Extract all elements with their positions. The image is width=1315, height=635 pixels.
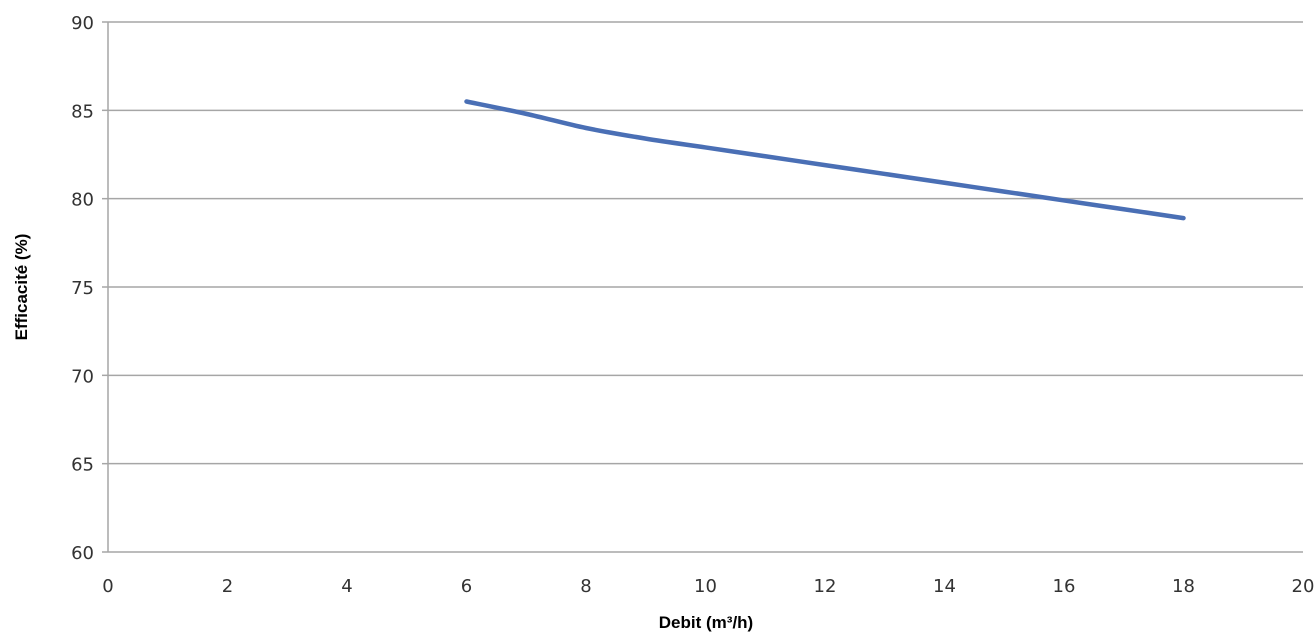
- x-tick-label-18: 18: [1172, 576, 1195, 597]
- series-layer: [464, 99, 1186, 221]
- x-tick-label-14: 14: [933, 576, 956, 597]
- y-tick-label-65: 65: [71, 455, 94, 476]
- x-tick-label-10: 10: [694, 576, 717, 597]
- y-tick-label-75: 75: [71, 278, 94, 299]
- x-axis-title: Debit (m³/h): [659, 613, 753, 632]
- x-tick-label-4: 4: [341, 576, 352, 597]
- y-tick-label-90: 90: [71, 13, 94, 34]
- axes: [102, 21, 109, 553]
- y-tick-label-70: 70: [71, 366, 94, 387]
- x-tick-label-0: 0: [102, 576, 113, 597]
- x-tick-label-16: 16: [1053, 576, 1076, 597]
- x-tick-label-20: 20: [1292, 576, 1315, 597]
- x-tick-label-6: 6: [461, 576, 472, 597]
- x-tick-label-2: 2: [222, 576, 233, 597]
- y-axis-title: Efficacité (%): [12, 234, 31, 341]
- y-tick-label-80: 80: [71, 190, 94, 211]
- grid-lines: [108, 21, 1303, 553]
- x-tick-label-8: 8: [580, 576, 591, 597]
- y-tick-labels: 60 65 70 75 80 85 90: [71, 13, 94, 564]
- x-tick-labels: 0 2 4 6 8 10 12 14 16 18 20: [102, 576, 1314, 597]
- series-line-0: [464, 99, 1186, 221]
- y-tick-label-85: 85: [71, 101, 94, 122]
- x-tick-label-12: 12: [814, 576, 837, 597]
- y-tick-label-60: 60: [71, 543, 94, 564]
